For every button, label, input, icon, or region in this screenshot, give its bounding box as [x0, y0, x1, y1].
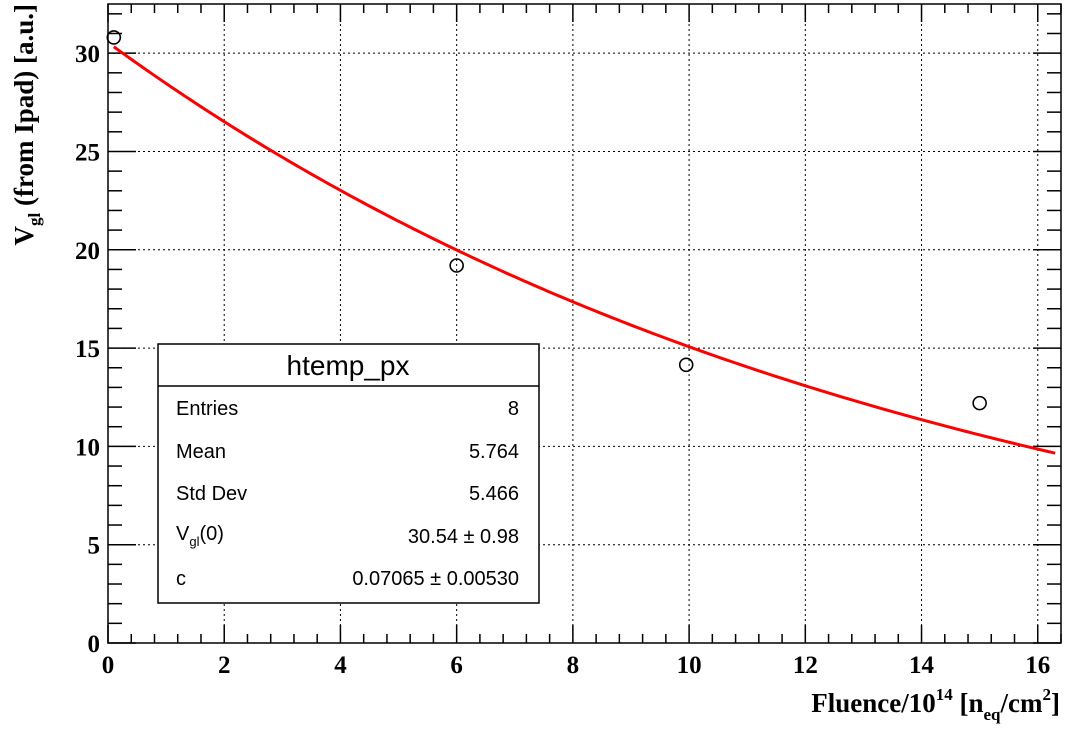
x-tick-label: 6: [450, 652, 463, 679]
stats-value-vgl0: 30.54 ± 0.98: [408, 526, 519, 548]
y-tick-label: 10: [75, 434, 100, 461]
y-tick-label: 0: [88, 631, 101, 658]
stats-box-title: htemp_px: [287, 350, 410, 381]
y-tick-label: 15: [75, 336, 100, 363]
fit-curve: [112, 45, 1056, 455]
grid: [108, 4, 1061, 643]
x-tick-label: 4: [334, 652, 347, 679]
x-tick-label: 10: [677, 652, 702, 679]
plot-frame: [107, 3, 1062, 644]
x-axis-title-main: Fluence/10: [811, 688, 935, 718]
y-tick-label: 5: [88, 533, 101, 560]
stats-box-frame: [157, 343, 540, 604]
data-point: [678, 357, 694, 373]
data-point: [972, 395, 987, 411]
x-axis-title-exponent: 14: [936, 685, 954, 704]
x-tick-label: 16: [1025, 652, 1050, 679]
stats-label-vgl0-sub: gl: [189, 534, 199, 549]
stats-label-vgl0: Vgl(0): [176, 523, 224, 549]
stats-value-std-dev: 5.466: [469, 483, 519, 505]
stats-label-std-dev: Std Dev: [176, 483, 247, 505]
data-point: [449, 258, 464, 273]
stats-label-c: c: [176, 568, 186, 590]
x-tick-label: 8: [567, 652, 580, 679]
x-axis-title-unit-sub: eq: [984, 705, 1002, 724]
x-tick-labels: 0 2 4 6 8 10 12 14 16: [102, 652, 1051, 679]
stats-label-mean: Mean: [176, 441, 226, 463]
stats-value-c: 0.07065 ± 0.00530: [352, 568, 519, 590]
fit-curve-layer: [112, 45, 1056, 455]
y-axis-title-rest: (from Ipad) [a.u.]: [9, 4, 39, 213]
x-axis-title-unit-mid: /cm: [1000, 688, 1043, 718]
y-axis-title-sub: gl: [25, 212, 44, 226]
stats-box: htemp_px Entries 8 Mean 5.764 Std Dev 5.…: [157, 343, 540, 604]
x-tick-label: 12: [793, 652, 818, 679]
x-tick-label: 2: [218, 652, 231, 679]
x-tick-label: 0: [102, 652, 115, 679]
x-tick-label: 14: [909, 652, 935, 679]
stats-label-vgl0-main: V: [176, 523, 190, 545]
y-tick-labels: 0 5 10 15 20 25 30: [75, 41, 100, 658]
minor-ticks: [107, 4, 1062, 644]
y-tick-label: 30: [75, 41, 100, 68]
y-axis-title-main: V: [9, 225, 39, 245]
stats-value-mean: 5.764: [469, 441, 519, 463]
x-axis-title-unit-sup: 2: [1043, 685, 1052, 704]
points-layer: [106, 30, 987, 411]
y-axis-title: Vgl (from Ipad) [a.u.]: [9, 4, 44, 245]
x-axis-title-unit-open: [n: [953, 688, 984, 718]
stats-value-entries: 8: [508, 398, 519, 420]
y-tick-label: 25: [75, 139, 100, 166]
x-axis-title: Fluence/1014 [neq/cm2]: [811, 685, 1060, 724]
stats-label-entries: Entries: [176, 398, 238, 420]
stats-label-vgl0-rest: (0): [199, 523, 223, 545]
y-tick-label: 20: [75, 238, 100, 265]
x-axis-title-unit-close: ]: [1051, 688, 1060, 718]
